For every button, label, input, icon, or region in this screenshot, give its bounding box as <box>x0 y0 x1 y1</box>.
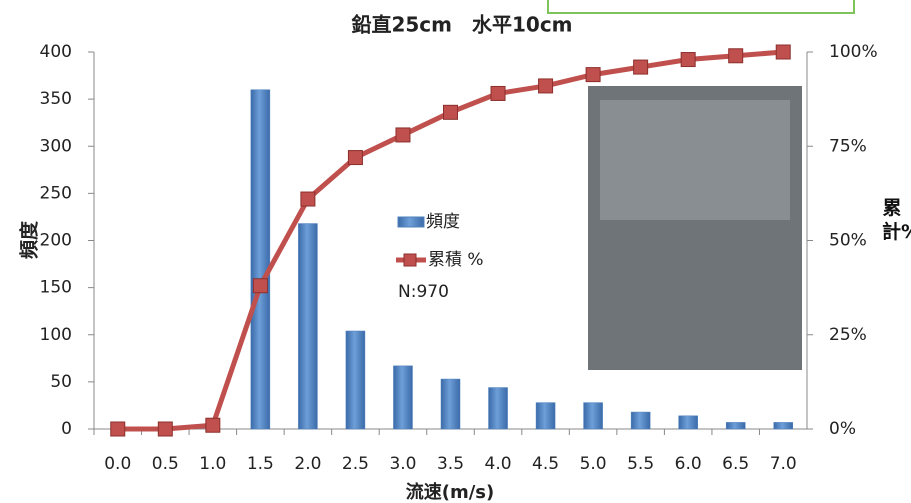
y-tick-label: 100 <box>40 325 72 345</box>
y-tick-label: 400 <box>40 42 72 62</box>
x-tick-label: 1.5 <box>247 454 274 474</box>
x-tick-label: 2.5 <box>342 454 369 474</box>
annotation: N:970 <box>398 282 449 302</box>
x-tick-label: 5.5 <box>627 454 654 474</box>
y2-tick-label: 50% <box>829 231 867 251</box>
y-axis-label: 頻度 <box>18 220 41 259</box>
y2-axis-label: 累計% <box>882 197 911 243</box>
x-tick-label: 4.5 <box>532 454 559 474</box>
x-tick-label: 0.5 <box>152 454 179 474</box>
x-tick-label: 6.5 <box>722 454 749 474</box>
marker <box>633 59 649 75</box>
marker <box>490 85 506 101</box>
bar <box>250 89 271 430</box>
frame-box <box>547 0 855 14</box>
x-tick-label: 2.0 <box>294 454 321 474</box>
bar <box>488 387 508 430</box>
marker <box>775 44 791 60</box>
bar <box>773 422 793 430</box>
marker <box>395 127 411 143</box>
x-tick-label: 0.0 <box>104 454 131 474</box>
x-tick-label: 7.0 <box>770 454 797 474</box>
marker <box>157 421 173 437</box>
bar <box>630 411 651 430</box>
bar <box>393 365 413 430</box>
marker <box>728 48 744 64</box>
y-tick-label: 200 <box>40 231 72 251</box>
y-tick-label: 0 <box>61 419 72 439</box>
marker <box>110 421 126 437</box>
x-tick-label: 5.0 <box>580 454 607 474</box>
legend-swatch <box>397 216 425 228</box>
y2-tick-label: 100% <box>829 42 878 62</box>
y2-tick-label: 25% <box>829 325 867 345</box>
marker <box>585 67 601 83</box>
marker <box>680 52 696 68</box>
x-tick-label: 6.0 <box>675 454 702 474</box>
x-tick-label: 4.0 <box>485 454 512 474</box>
y-tick-label: 150 <box>40 278 72 298</box>
y-tick-label: 50 <box>50 372 72 392</box>
legend-label: 累積 % <box>428 250 484 270</box>
x-axis-label: 流速(m/s) <box>406 481 495 503</box>
x-tick-label: 3.5 <box>437 454 464 474</box>
bar <box>440 378 461 430</box>
x-tick-label: 1.0 <box>199 454 226 474</box>
y-tick-label: 250 <box>40 183 72 203</box>
bar <box>725 422 746 430</box>
marker <box>300 191 316 207</box>
bar <box>583 402 603 430</box>
marker <box>538 78 554 94</box>
marker <box>347 150 363 166</box>
photo-detail <box>600 100 790 220</box>
marker <box>252 278 268 294</box>
bar <box>345 330 366 430</box>
marker <box>205 417 221 433</box>
bar <box>678 415 698 430</box>
y2-tick-label: 75% <box>829 136 867 156</box>
legend-marker <box>403 253 417 267</box>
y-tick-label: 300 <box>40 136 72 156</box>
chart-title: 鉛直25cm 水平10cm <box>351 13 572 37</box>
legend-label: 頻度 <box>426 212 460 232</box>
bar <box>298 223 318 430</box>
y-tick-label: 350 <box>40 89 72 109</box>
y2-tick-label: 0% <box>829 419 856 439</box>
marker <box>443 104 458 120</box>
bar <box>535 402 556 430</box>
x-tick-label: 3.0 <box>389 454 416 474</box>
